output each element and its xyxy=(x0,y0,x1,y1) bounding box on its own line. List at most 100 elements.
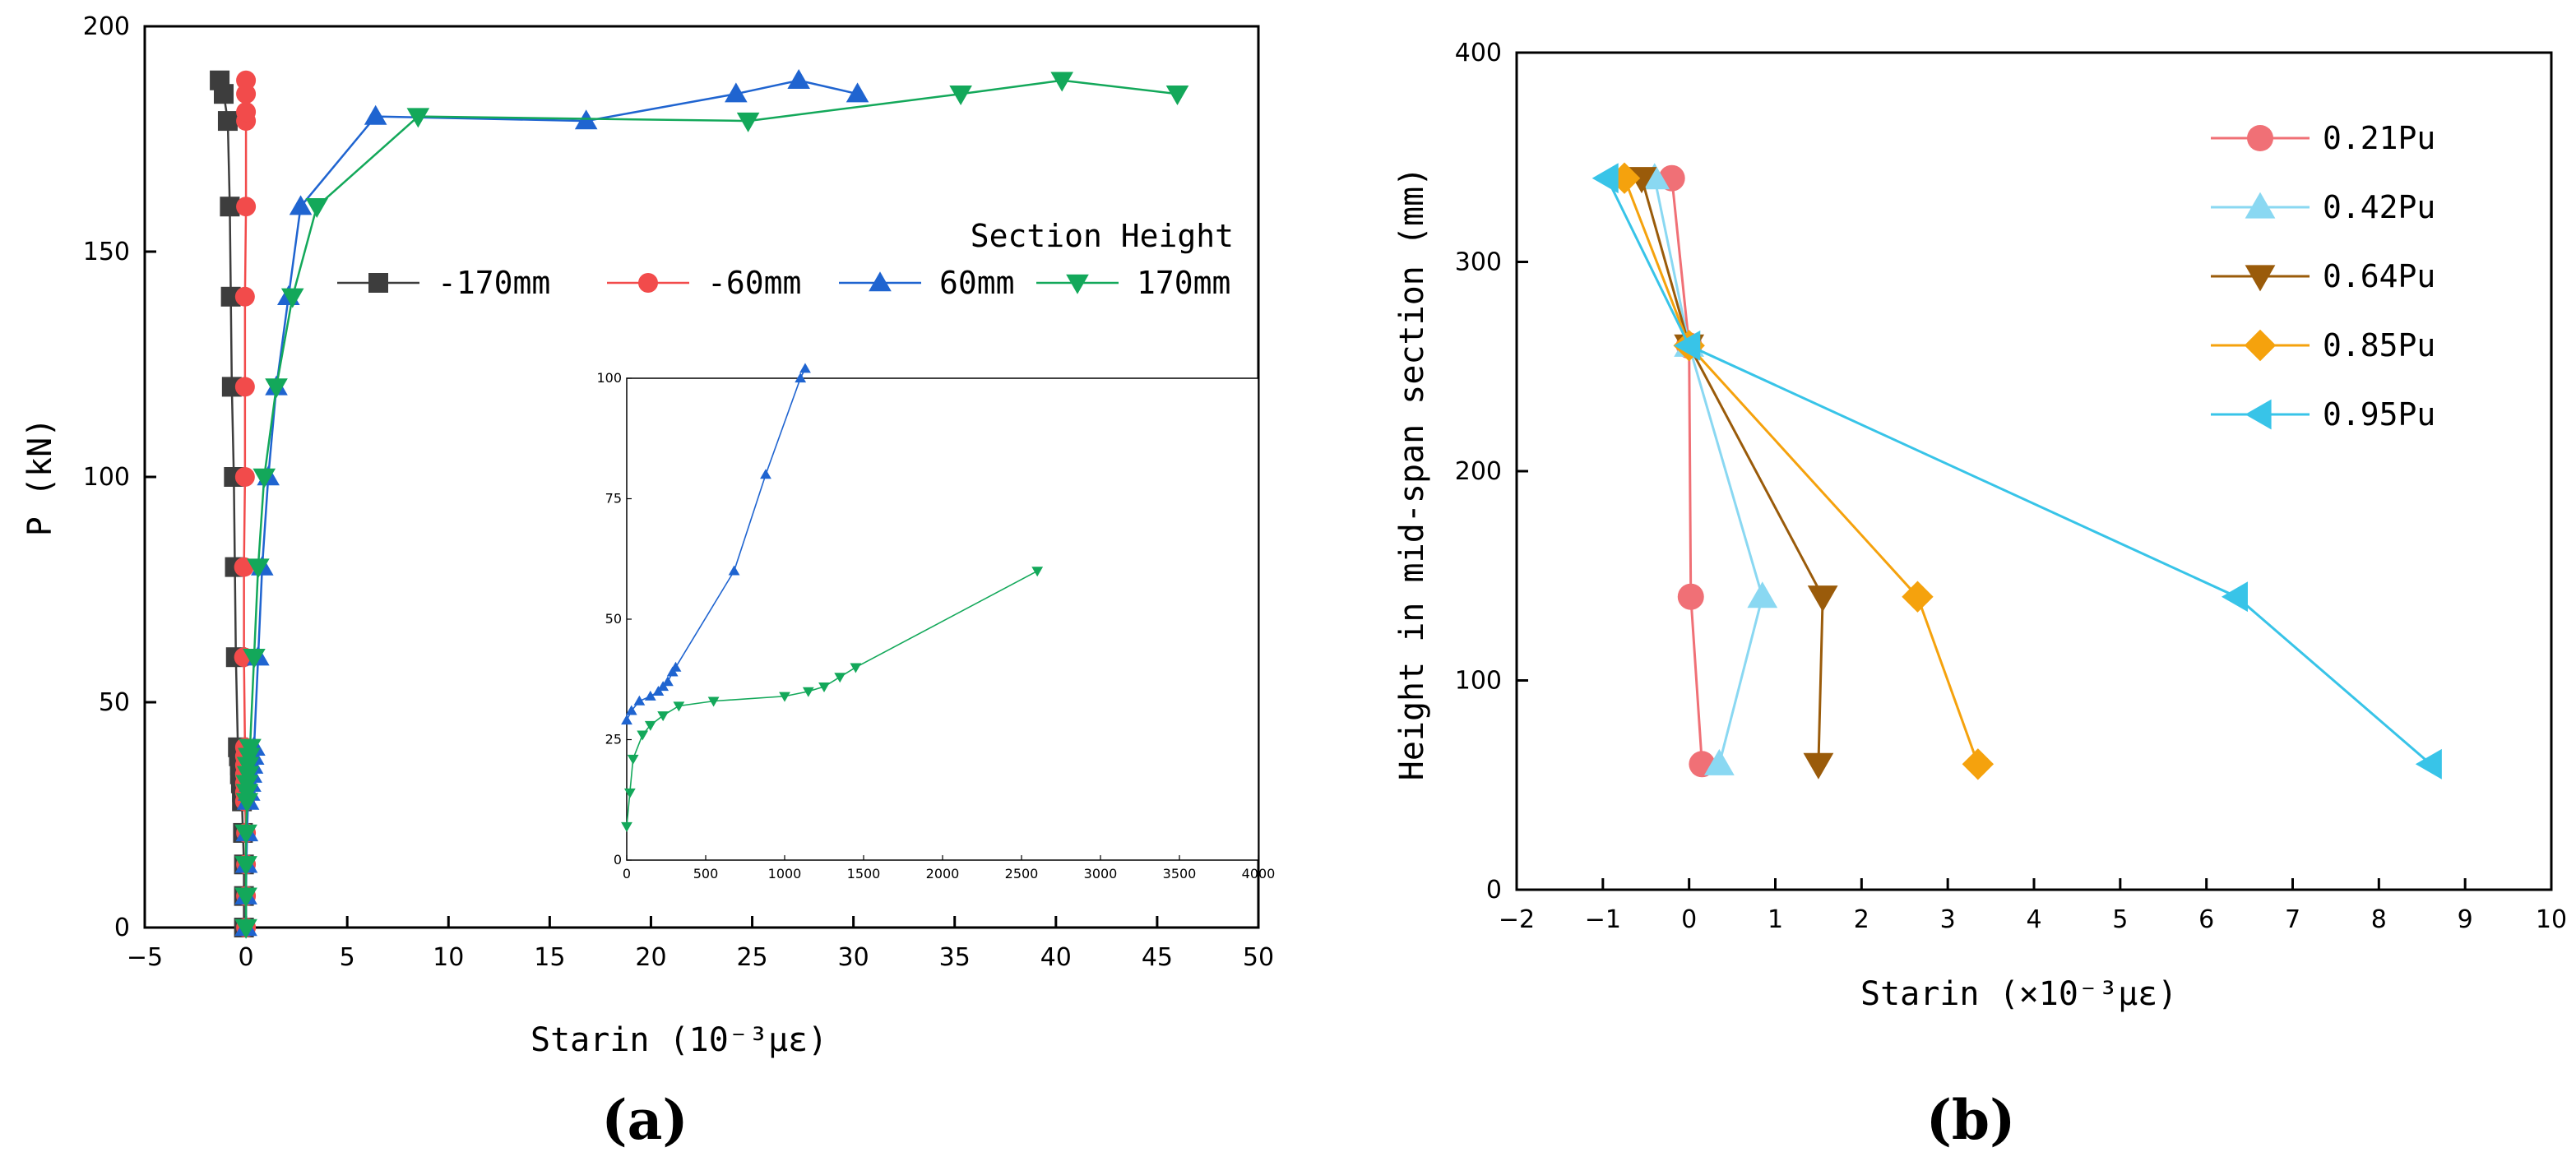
chart-a-legend-label: -60mm xyxy=(707,265,801,301)
inset-data-point xyxy=(627,754,639,765)
inset-data-point xyxy=(707,696,720,707)
inset-data-point xyxy=(657,711,669,722)
chart-a-x-tick-label: −5 xyxy=(127,943,163,972)
chart-a-legend-marker xyxy=(1066,274,1089,294)
chart-b-legend-marker xyxy=(2244,329,2277,362)
chart-b-legend-label: 0.21Pu xyxy=(2323,120,2435,156)
inset-data-point xyxy=(644,720,656,731)
chart-b-x-tick-label: 7 xyxy=(2285,905,2300,934)
inset-data-point xyxy=(799,363,811,373)
chart-a-data-point xyxy=(305,198,329,218)
inset-data-point xyxy=(834,673,846,683)
chart-b-legend-label: 0.64Pu xyxy=(2323,258,2435,294)
chart-b-data-point xyxy=(2221,581,2248,613)
chart-a-x-tick-label: 15 xyxy=(534,943,565,972)
inset-x-tick-label: 2500 xyxy=(1005,866,1039,881)
chart-b-x-tick-label: 1 xyxy=(1768,905,1783,934)
inset-x-tick-label: 3500 xyxy=(1163,866,1197,881)
chart-b-y-tick-label: 300 xyxy=(1455,248,1502,277)
chart-b-legend-marker xyxy=(2247,125,2273,151)
inset-data-point xyxy=(623,788,636,798)
chart-b-legend-label: 0.85Pu xyxy=(2323,327,2435,363)
chart-a-x-tick-label: 25 xyxy=(736,943,767,972)
inset-data-point xyxy=(637,730,649,741)
chart-b-x-axis-label: Starin (×10⁻³με) xyxy=(1860,975,2177,1013)
chart-a-y-tick-label: 200 xyxy=(83,12,130,41)
chart-a-x-axis-label: Starin (10⁻³με) xyxy=(530,1021,827,1059)
chart-b-x-tick-label: 3 xyxy=(1940,905,1956,934)
chart-a-data-point xyxy=(210,70,230,90)
chart-a-data-point xyxy=(236,84,257,104)
chart-b-legend-label: 0.95Pu xyxy=(2323,396,2435,433)
inset-data-point xyxy=(728,565,740,576)
panel-a-label: (a) xyxy=(601,1088,688,1152)
chart-b-y-tick-label: 0 xyxy=(1486,876,1502,905)
chart-a-data-point xyxy=(234,377,255,397)
inset-x-tick-label: 4000 xyxy=(1242,866,1276,881)
chart-b-data-point xyxy=(1677,583,1704,610)
inset-data-point xyxy=(795,372,807,383)
inset-data-point xyxy=(662,676,674,687)
chart-a-data-point xyxy=(243,649,266,669)
chart-b-series-line xyxy=(1653,178,1764,765)
inset-data-point xyxy=(760,469,771,479)
inset-y-tick-label: 75 xyxy=(605,491,622,507)
inset-data-point xyxy=(644,690,656,701)
chart-a-x-tick-label: 0 xyxy=(239,943,254,972)
chart-a-data-point xyxy=(289,195,313,215)
chart-a-data-point xyxy=(736,112,760,132)
chart-b-x-tick-label: 0 xyxy=(1681,905,1697,934)
chart-a-data-point xyxy=(364,104,387,125)
inset-data-point xyxy=(669,661,682,672)
chart-b-series-line xyxy=(1640,178,1824,765)
chart-a-data-point xyxy=(1050,72,1074,92)
chart-b-x-tick-label: 10 xyxy=(2536,905,2567,934)
chart-b-data-point xyxy=(1902,581,1934,613)
chart-b-legend-marker xyxy=(2245,399,2272,430)
chart-b-data-point xyxy=(1803,752,1834,780)
chart-a-legend-marker xyxy=(368,273,388,293)
inset-data-point xyxy=(1031,567,1044,577)
chart-b-y-tick-label: 200 xyxy=(1455,457,1502,486)
chart-b-legend-entry: 0.64Pu xyxy=(2211,258,2435,294)
chart-a-data-point xyxy=(236,197,257,217)
chart-b-x-tick-label: 8 xyxy=(2371,905,2387,934)
chart-b-x-tick-label: 2 xyxy=(1854,905,1869,934)
chart-a-data-point xyxy=(846,82,869,103)
chart-a-x-tick-label: 45 xyxy=(1142,943,1173,972)
chart-b-data-point xyxy=(1591,163,1619,194)
inset-data-point xyxy=(779,692,790,702)
inset-data-point xyxy=(802,687,814,697)
chart-b-series-0.42Pu xyxy=(1639,163,1778,775)
chart-b-legend: 0.21Pu 0.42Pu 0.64Pu 0.85Pu 0.95Pu xyxy=(2211,120,2435,433)
inset-data-point xyxy=(850,663,862,673)
chart-b-series-line xyxy=(1623,178,1980,765)
chart-a-y-tick-label: 0 xyxy=(114,914,130,942)
chart-b-legend-entry: 0.21Pu xyxy=(2211,120,2435,156)
chart-a-legend-entry: -170mm xyxy=(337,265,550,301)
chart-b-data-point xyxy=(2415,748,2442,780)
inset-x-tick-label: 3000 xyxy=(1084,866,1118,881)
chart-b-legend-marker xyxy=(2245,265,2276,292)
chart-a-data-point xyxy=(236,102,257,123)
chart-a-data-point xyxy=(787,68,810,89)
inset-y-tick-label: 0 xyxy=(614,852,622,868)
chart-b-x-tick-label: 4 xyxy=(2026,905,2041,934)
inset-y-tick-label: 100 xyxy=(596,370,622,386)
inset-y-tick-label: 50 xyxy=(605,611,622,627)
chart-a-x-tick-label: 40 xyxy=(1040,943,1072,972)
chart-a-data-point xyxy=(280,288,304,308)
chart-a-legend-entry: 60mm xyxy=(839,265,1015,301)
inset-x-tick-label: 0 xyxy=(623,866,631,881)
chart-b-legend-entry: 0.85Pu xyxy=(2211,327,2435,363)
chart-b-x-tick-label: −2 xyxy=(1499,905,1535,934)
chart-a-y-axis-label: P (kN) xyxy=(21,418,59,537)
chart-b-x-tick-label: 9 xyxy=(2458,905,2473,934)
chart-a-legend-marker xyxy=(638,273,658,293)
chart-a-data-point xyxy=(725,82,748,103)
chart-a-data-point xyxy=(1165,86,1189,105)
inset-data-point xyxy=(633,695,646,706)
inset-data-point xyxy=(673,701,685,712)
chart-b-legend-label: 0.42Pu xyxy=(2323,189,2435,225)
